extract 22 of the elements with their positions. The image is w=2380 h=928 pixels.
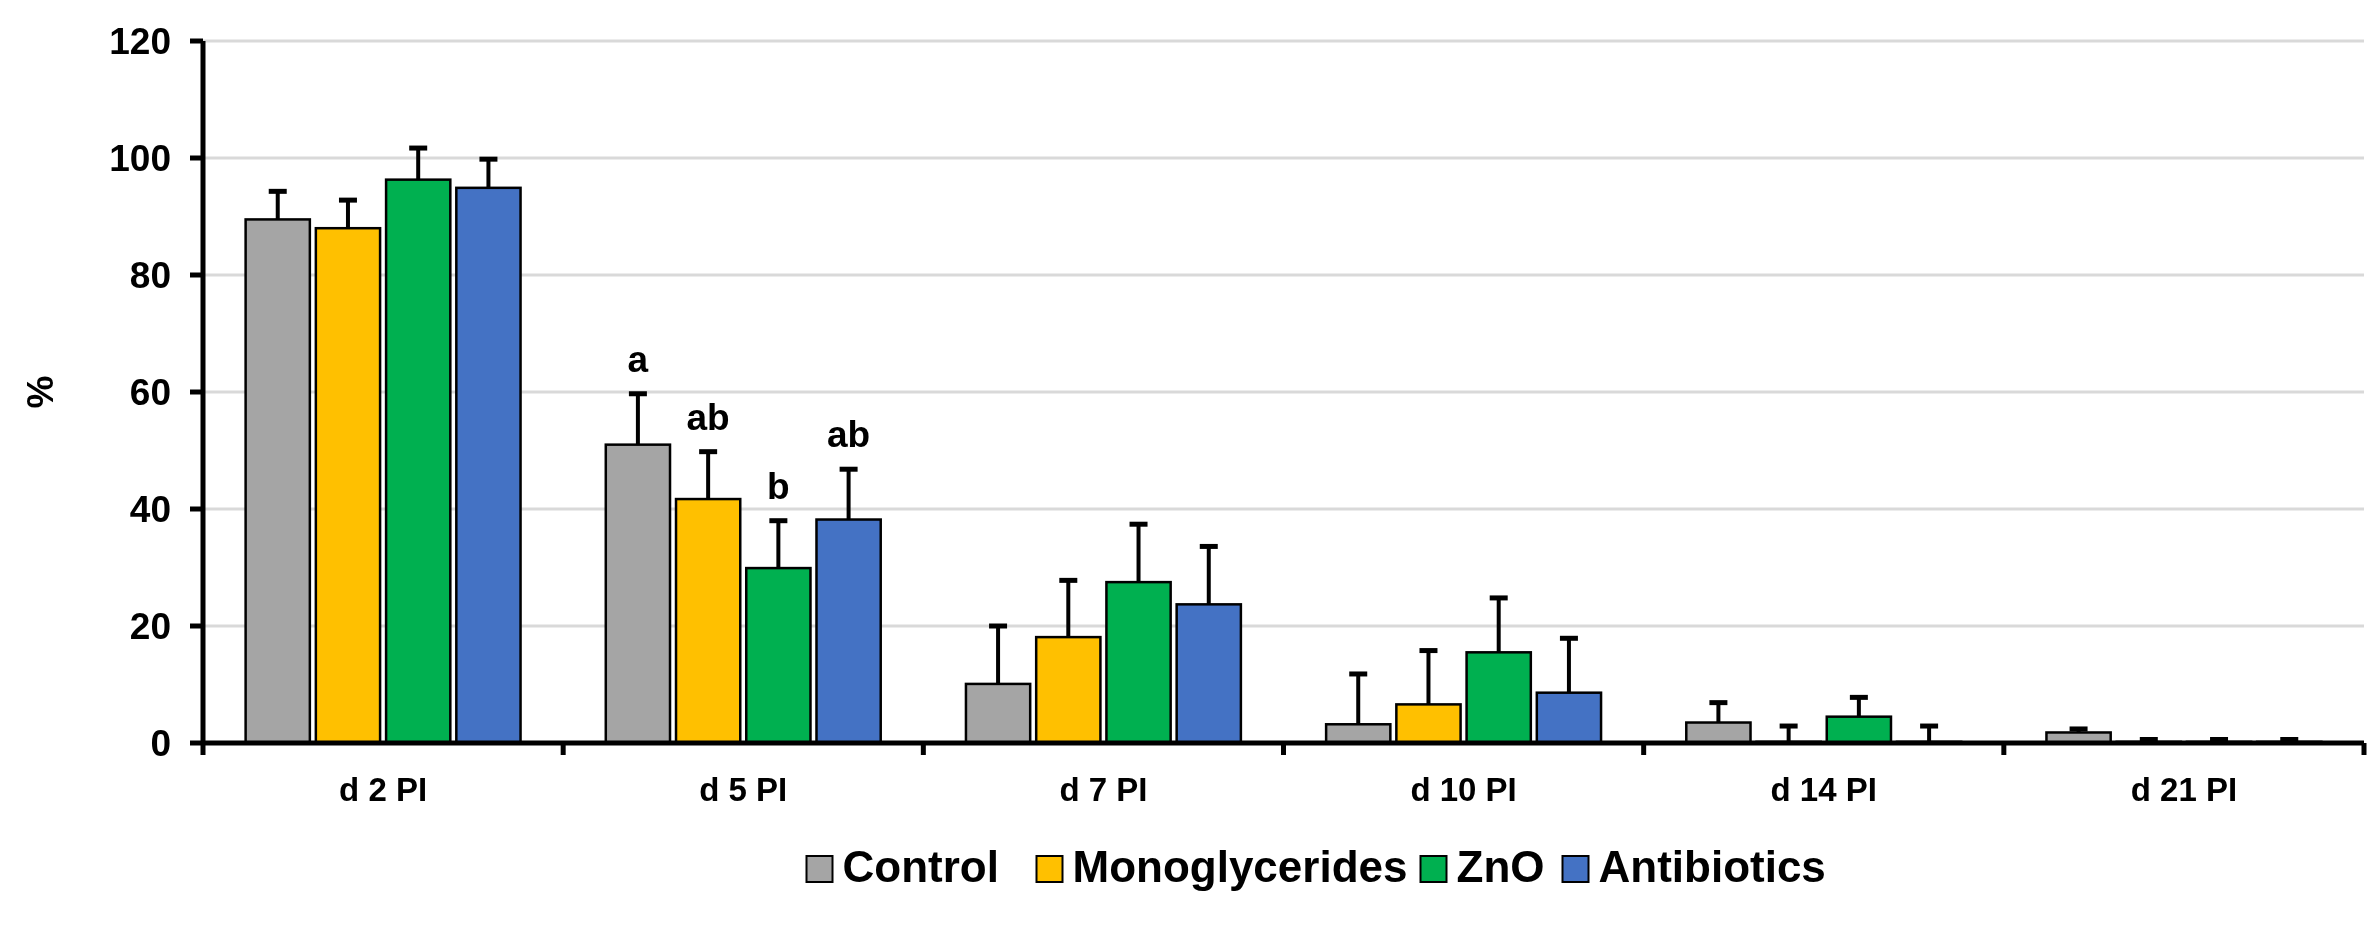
annotation: ab (686, 396, 730, 438)
legend-label: ZnO (1456, 842, 1545, 891)
annotation: ab (827, 414, 871, 456)
y-tick-label: 100 (109, 137, 171, 179)
y-tick-label: 40 (129, 488, 171, 530)
x-tick-label: d 7 PI (1059, 771, 1148, 808)
y-tick-label: 120 (109, 20, 171, 62)
legend-label: Antibiotics (1598, 842, 1826, 891)
y-tick-label: 80 (129, 254, 171, 296)
annotation: a (627, 338, 649, 380)
x-tick-label: d 5 PI (699, 771, 788, 808)
y-tick-label: 0 (150, 722, 171, 764)
y-axis-title: % (20, 375, 61, 409)
x-tick-label: d 10 PI (1410, 771, 1517, 808)
annotation: b (767, 465, 790, 507)
x-tick-label: d 21 PI (2130, 771, 2238, 808)
legend-label: Control (842, 842, 999, 891)
y-tick-label: 20 (129, 605, 171, 647)
legend-label: Monoglycerides (1072, 842, 1408, 891)
x-tick-label: d 14 PI (1770, 771, 1877, 808)
y-tick-label: 60 (129, 371, 171, 413)
x-tick-label: d 2 PI (339, 771, 428, 808)
